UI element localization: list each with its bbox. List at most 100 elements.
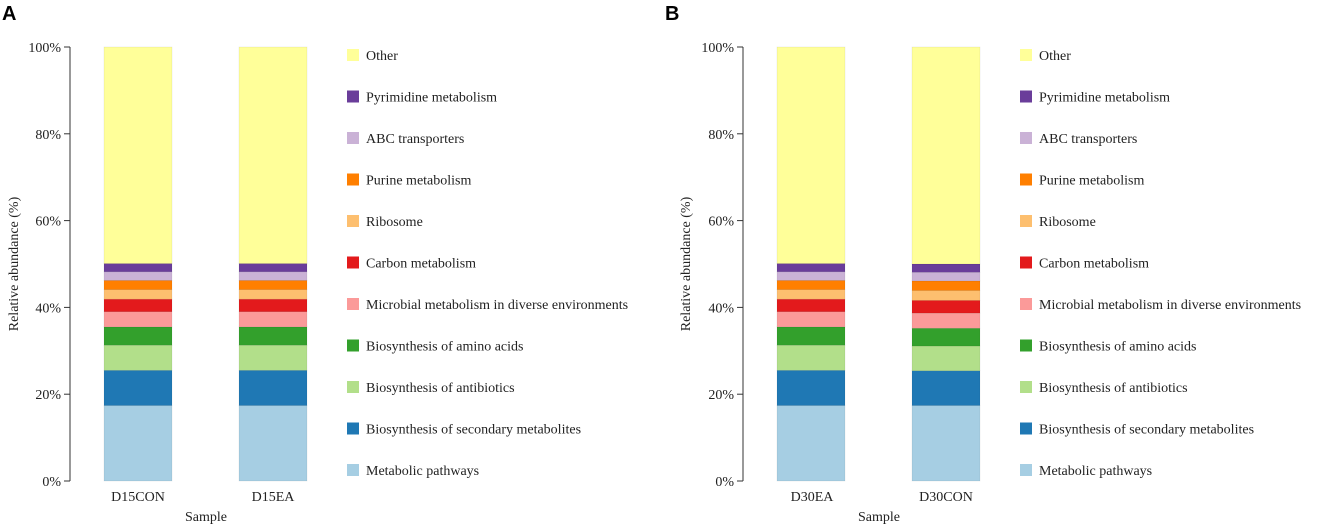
panel-a-bars xyxy=(103,46,308,482)
panel-b-legend-swatch xyxy=(1020,173,1032,186)
panel-b-legend-label: Ribosome xyxy=(1039,215,1096,230)
bar-segment-D30EA-abc-transporters xyxy=(776,271,846,281)
panel-a-legend-swatch xyxy=(347,256,359,269)
panel-b-y-axis-title: Relative abundance (%) xyxy=(679,196,694,331)
bar-segment-D15CON-biosynthesis-of-amino-acids xyxy=(103,326,173,346)
panel-b-bars xyxy=(776,46,981,482)
panel-b-legend-label: Biosynthesis of secondary metabolites xyxy=(1039,423,1254,438)
bar-segment-D30EA-ribosome xyxy=(776,289,846,300)
bar-segment-D15EA-purine-metabolism xyxy=(238,280,308,290)
panel-a-y-tick-label: 40% xyxy=(35,301,61,316)
panel-b-legend-label: Pyrimidine metabolism xyxy=(1039,91,1170,106)
bar-segment-D15CON-biosynthesis-of-secondary-metabolites xyxy=(103,370,173,406)
panel-b-legend-label: Other xyxy=(1039,49,1071,64)
panel-a: A Relative abundance (%) Sample 0% 20% 4… xyxy=(2,3,628,525)
panel-a-y-tick-label: 0% xyxy=(42,475,61,490)
panel-a-legend: Other Pyrimidine metabolism ABC transpor… xyxy=(347,49,628,479)
bar-segment-D30CON-other xyxy=(911,46,981,265)
panel-a-legend-swatch xyxy=(347,173,359,186)
panel-a-y-tick-label: 80% xyxy=(35,128,61,143)
panel-b-legend-swatch xyxy=(1020,215,1032,227)
panel-b: B Relative abundance (%) Sample 0% 20% 4… xyxy=(665,3,1301,525)
bar-segment-D30EA-other xyxy=(776,46,846,264)
panel-b-legend-swatch xyxy=(1020,132,1032,144)
bar-segment-D15EA-abc-transporters xyxy=(238,271,308,281)
bar-segment-D15EA-microbial-metabolism-in-diverse-environments xyxy=(238,311,308,328)
bar-segment-D15CON-metabolic-pathways xyxy=(103,405,173,482)
bar-segment-D15CON-biosynthesis-of-antibiotics xyxy=(103,344,173,371)
panel-a-legend-swatch xyxy=(347,464,359,476)
bar-segment-D30EA-biosynthesis-of-amino-acids xyxy=(776,326,846,346)
panel-a-legend-swatch xyxy=(347,298,359,310)
panel-a-legend-label: Ribosome xyxy=(366,215,423,230)
bar-segment-D30CON-biosynthesis-of-antibiotics xyxy=(911,345,981,372)
panel-b-legend-label: Biosynthesis of antibiotics xyxy=(1039,381,1188,396)
panel-b-legend-label: ABC transporters xyxy=(1039,132,1137,147)
panel-a-y-tick-label: 100% xyxy=(28,41,61,56)
panel-b-y-ticks: 0% 20% 40% 60% 80% 100% xyxy=(701,41,743,490)
panel-b-letter: B xyxy=(665,3,679,25)
panel-b-legend-swatch xyxy=(1020,256,1032,269)
panel-a-legend-label: Purine metabolism xyxy=(366,174,471,189)
panel-a-legend-label: Microbial metabolism in diverse environm… xyxy=(366,298,628,313)
panel-a-category-label: D15CON xyxy=(111,490,165,505)
bar-segment-D30EA-microbial-metabolism-in-diverse-environments xyxy=(776,311,846,328)
panel-b-category-label: D30CON xyxy=(919,490,973,505)
bar-segment-D30EA-pyrimidine-metabolism xyxy=(776,263,846,273)
bar-segment-D15CON-ribosome xyxy=(103,289,173,300)
panel-a-y-ticks: 0% 20% 40% 60% 80% 100% xyxy=(28,41,70,490)
bar-segment-D30CON-abc-transporters xyxy=(911,271,981,282)
panel-b-legend-swatch xyxy=(1020,90,1032,103)
bar-segment-D15CON-purine-metabolism xyxy=(103,280,173,290)
bar-segment-D15CON-carbon-metabolism xyxy=(103,298,173,312)
bar-segment-D30CON-carbon-metabolism xyxy=(911,300,981,314)
panel-a-category-label: D15EA xyxy=(252,490,296,505)
panel-b-y-tick-label: 100% xyxy=(701,41,734,56)
bar-segment-D15CON-other xyxy=(103,46,173,264)
panel-b-y-tick-label: 0% xyxy=(715,475,734,490)
panel-b-y-tick-label: 60% xyxy=(708,215,734,230)
bar-segment-D15CON-abc-transporters xyxy=(103,271,173,281)
panel-a-y-tick-label: 60% xyxy=(35,215,61,230)
panel-a-legend-label: Biosynthesis of antibiotics xyxy=(366,381,515,396)
panel-a-legend-label: Pyrimidine metabolism xyxy=(366,91,497,106)
bar-segment-D15EA-pyrimidine-metabolism xyxy=(238,263,308,273)
panel-a-letter: A xyxy=(2,3,16,25)
panel-b-category-label: D30EA xyxy=(791,490,835,505)
bar-segment-D15EA-biosynthesis-of-amino-acids xyxy=(238,326,308,346)
panel-b-legend-label: Purine metabolism xyxy=(1039,174,1144,189)
panel-b-legend-swatch xyxy=(1020,298,1032,310)
bar-segment-D30CON-pyrimidine-metabolism xyxy=(911,263,981,273)
panel-a-legend-label: Metabolic pathways xyxy=(366,464,479,479)
panel-a-legend-label: Biosynthesis of amino acids xyxy=(366,340,524,355)
bar-segment-D30EA-metabolic-pathways xyxy=(776,405,846,482)
panel-a-legend-label: Other xyxy=(366,49,398,64)
panel-b-x-axis-title: Sample xyxy=(858,510,900,525)
panel-a-legend-swatch xyxy=(347,422,359,435)
bar-segment-D30EA-biosynthesis-of-secondary-metabolites xyxy=(776,370,846,406)
bar-segment-D30CON-metabolic-pathways xyxy=(911,405,981,482)
bar-segment-D15EA-biosynthesis-of-antibiotics xyxy=(238,344,308,371)
bar-segment-D30EA-carbon-metabolism xyxy=(776,298,846,312)
panel-a-y-tick-label: 20% xyxy=(35,388,61,403)
bar-segment-D30CON-biosynthesis-of-secondary-metabolites xyxy=(911,370,981,406)
panel-b-y-tick-label: 80% xyxy=(708,128,734,143)
bar-segment-D15EA-metabolic-pathways xyxy=(238,405,308,482)
bar-segment-D30CON-microbial-metabolism-in-diverse-environments xyxy=(911,312,981,329)
panel-a-x-axis-title: Sample xyxy=(185,510,227,525)
panel-a-legend-swatch xyxy=(347,132,359,144)
bar-segment-D30CON-ribosome xyxy=(911,290,981,301)
panel-a-legend-swatch xyxy=(347,49,359,61)
panel-b-legend-swatch xyxy=(1020,464,1032,476)
panel-b-legend-label: Microbial metabolism in diverse environm… xyxy=(1039,298,1301,313)
panel-a-legend-label: Carbon metabolism xyxy=(366,257,476,272)
panel-b-y-tick-label: 40% xyxy=(708,301,734,316)
bar-segment-D15EA-carbon-metabolism xyxy=(238,298,308,312)
panel-a-y-axis-title: Relative abundance (%) xyxy=(7,196,22,331)
panel-b-legend: Other Pyrimidine metabolism ABC transpor… xyxy=(1020,49,1301,479)
bar-segment-D15CON-pyrimidine-metabolism xyxy=(103,263,173,273)
panel-a-legend-swatch xyxy=(347,381,359,393)
panel-b-legend-swatch xyxy=(1020,381,1032,393)
bar-segment-D30CON-purine-metabolism xyxy=(911,280,981,291)
